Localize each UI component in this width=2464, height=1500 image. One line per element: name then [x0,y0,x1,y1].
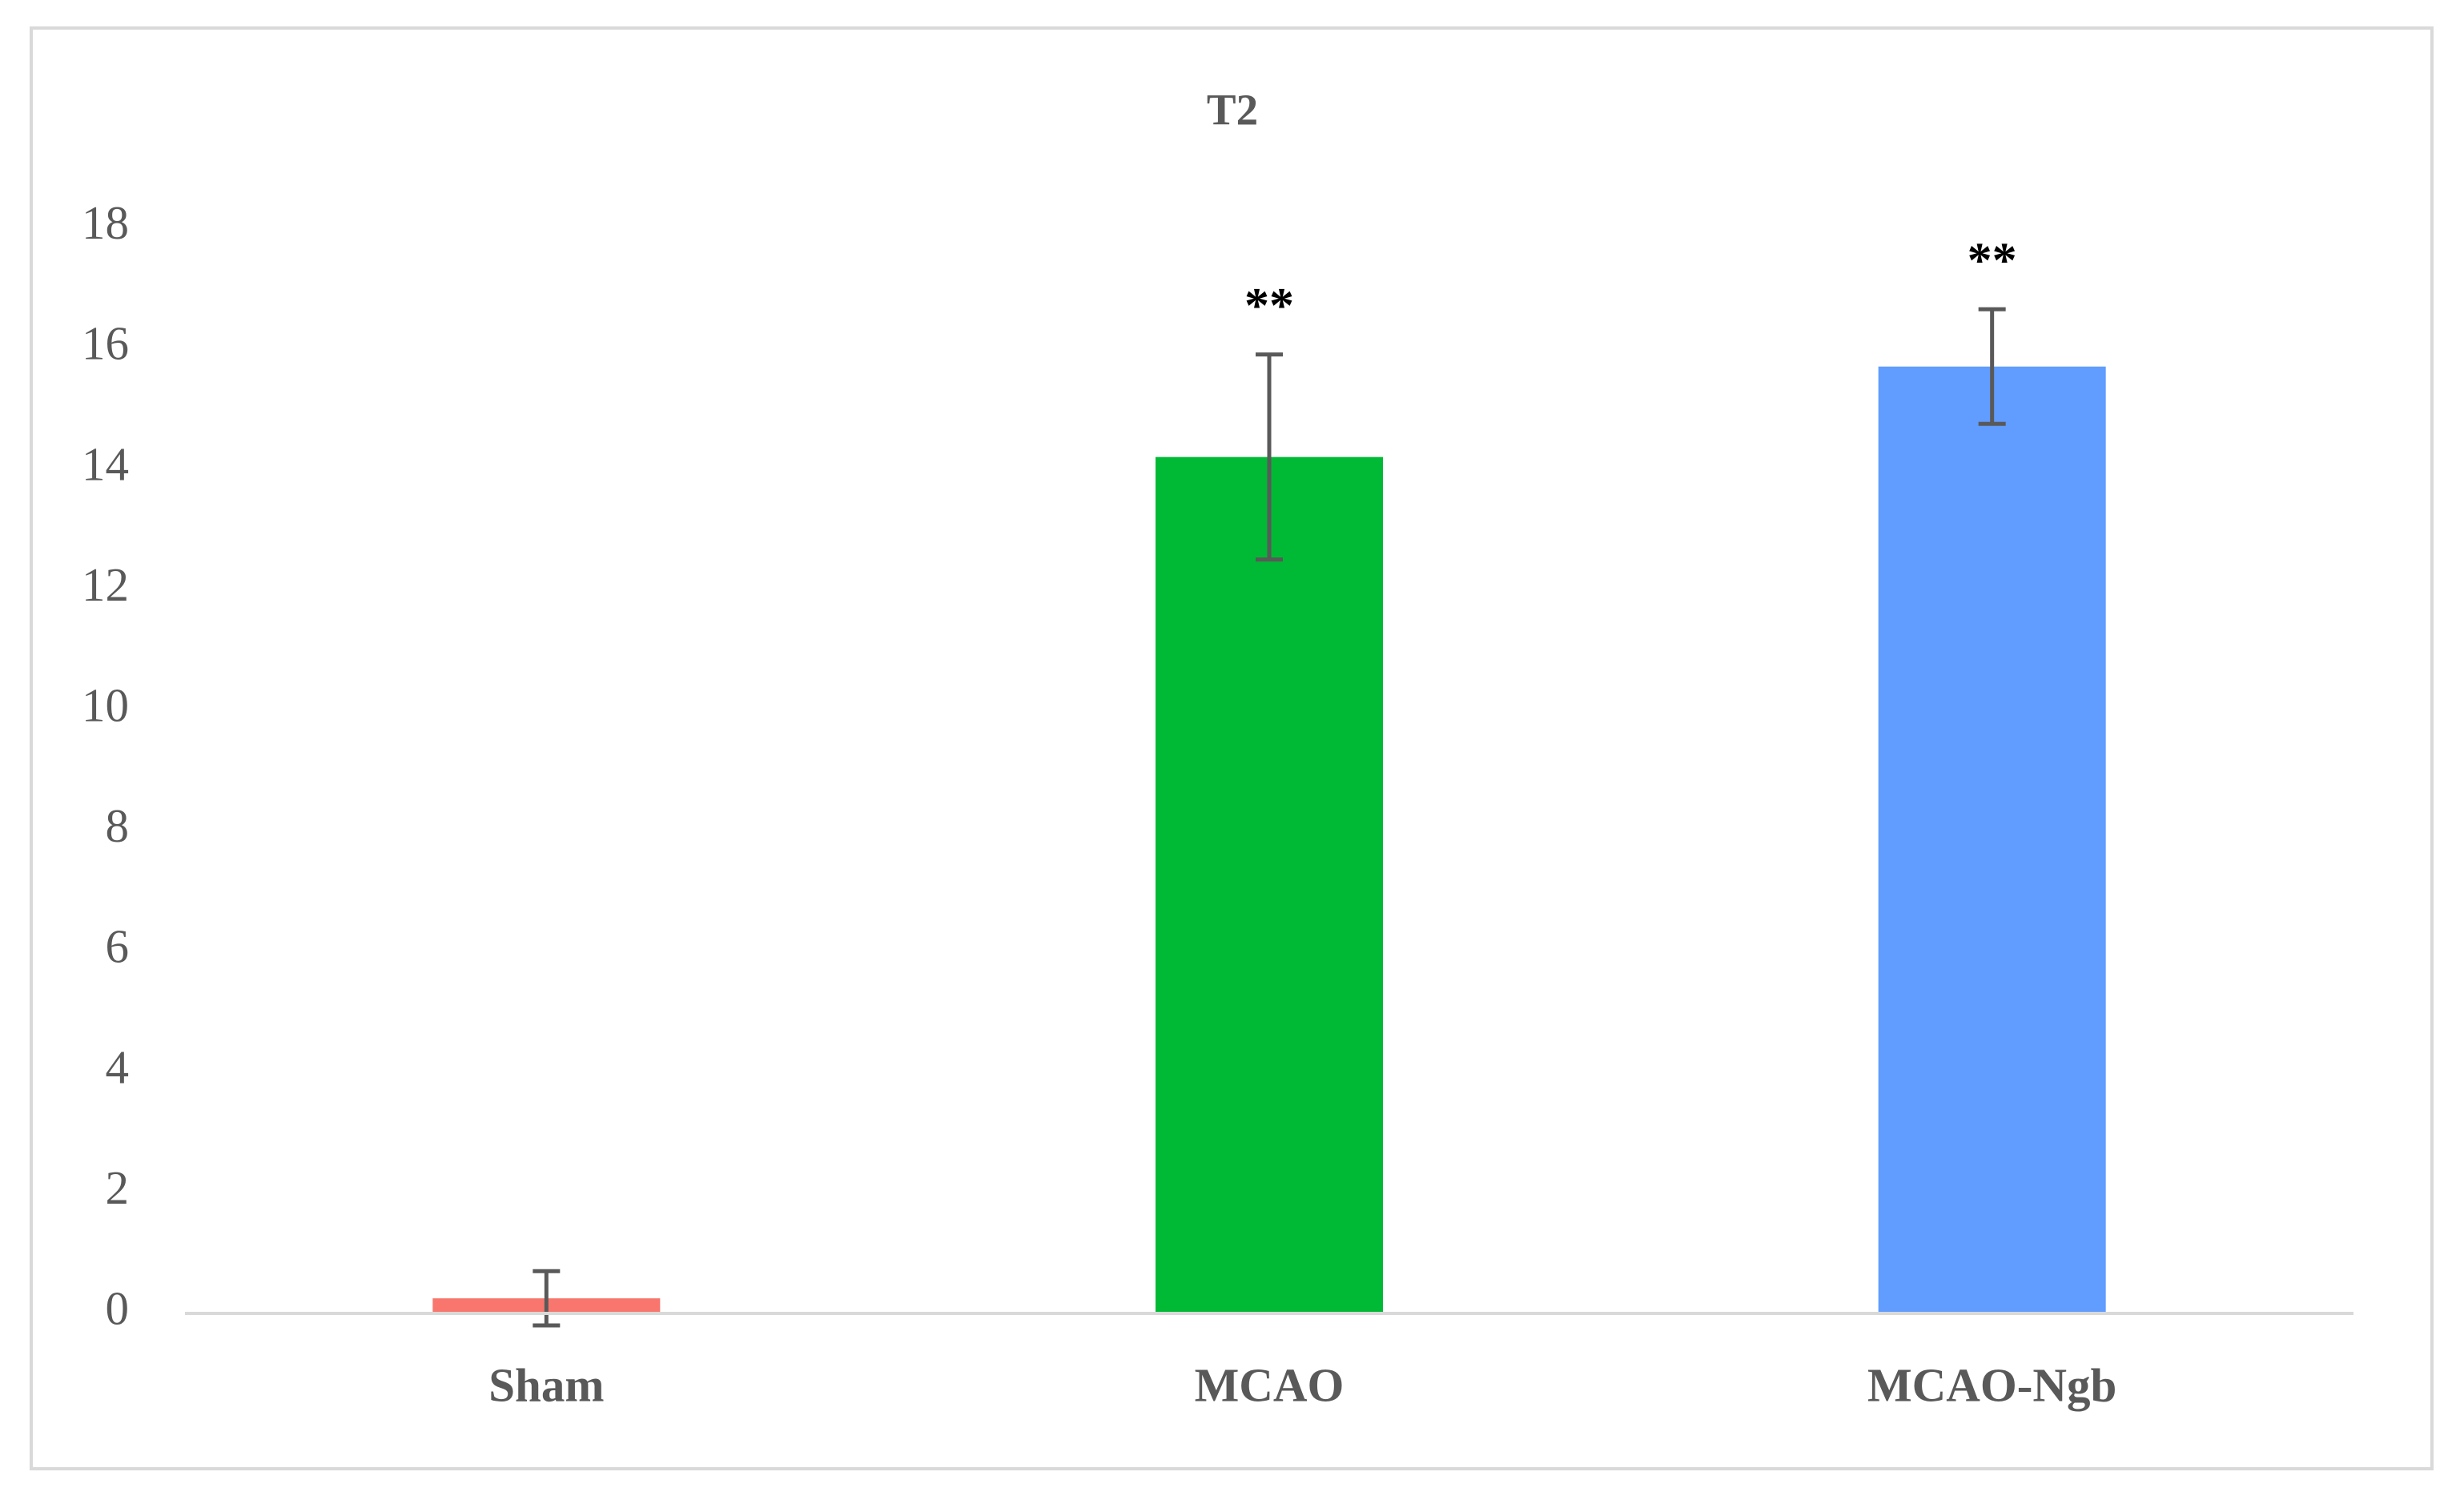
bar [1878,366,2106,1314]
x-tick-label: MCAO [1195,1359,1345,1412]
annotation: ** [1244,279,1294,333]
y-tick-label: 8 [106,799,130,852]
y-tick-label: 16 [82,317,129,370]
y-tick-label: 18 [82,196,129,249]
x-tick-label: MCAO-Ngb [1867,1359,2116,1412]
bar [1156,456,1383,1313]
error-bar [533,1269,561,1328]
chart-title: T2 [1207,86,1258,135]
y-tick-label: 4 [106,1040,130,1093]
y-tick-label: 10 [82,678,129,731]
annotation: ** [1968,233,2017,288]
y-tick-label: 14 [82,437,129,490]
error-bar [1978,307,2006,426]
y-tick-label: 0 [106,1282,130,1335]
y-tick-label: 2 [106,1161,130,1214]
x-tick-label: Sham [488,1359,604,1412]
error-bar [1256,352,1283,562]
y-tick-label: 12 [82,558,129,611]
y-tick-label: 6 [106,920,130,973]
